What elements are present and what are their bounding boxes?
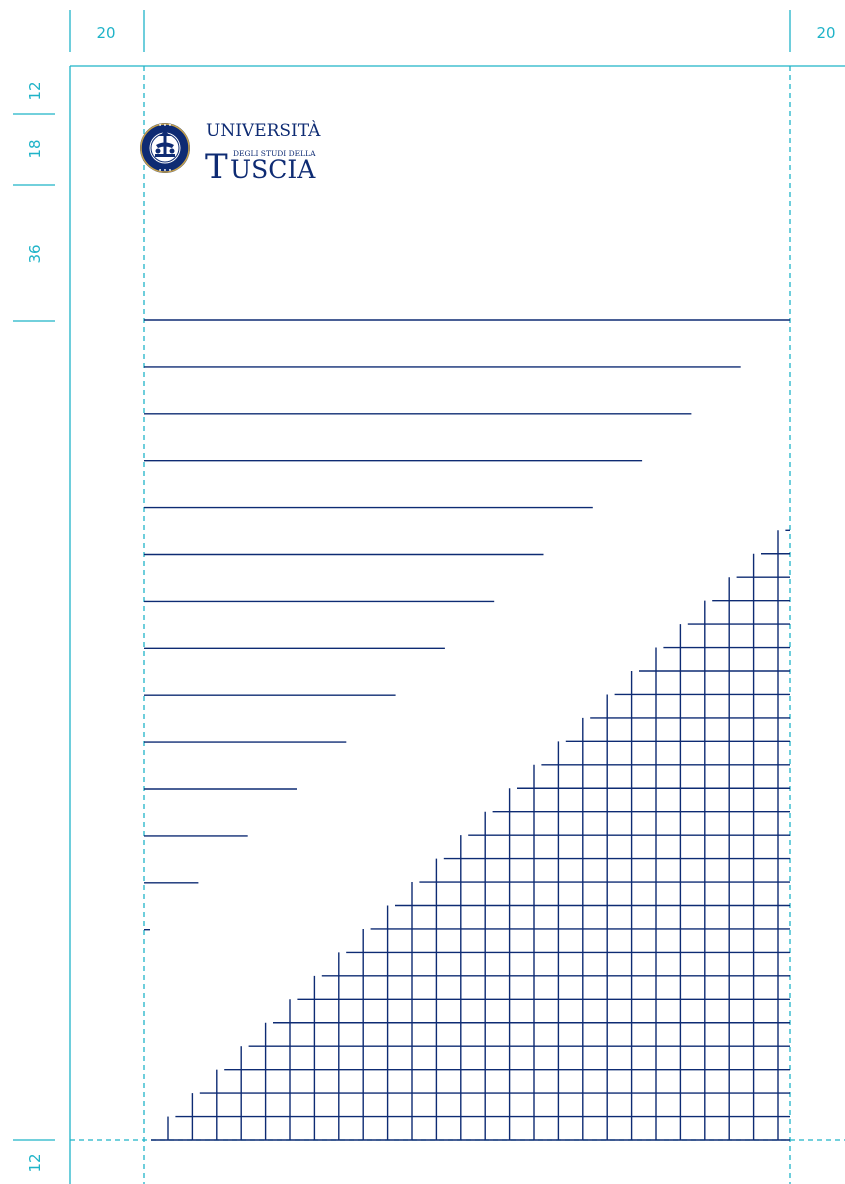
logo-initial-letter: T	[205, 147, 228, 187]
logo-tuscia-text: USCIA	[230, 155, 316, 184]
triangle-grid-pattern	[151, 529, 790, 1141]
svg-text:• • •: • • •	[158, 123, 171, 129]
margin-labels: 20 20 12 18 36 12	[26, 24, 836, 1173]
left-margin-label: 20	[96, 24, 115, 42]
logo-height-label: 18	[26, 139, 44, 158]
guide-lines	[13, 10, 845, 1184]
svg-text:• • •: • • •	[158, 168, 171, 174]
right-margin-label: 20	[816, 24, 835, 42]
stepped-lines-pattern	[144, 319, 790, 931]
top-margin-label: 12	[26, 81, 44, 100]
logo-university-text: UNIVERSITÀ	[206, 120, 321, 141]
university-seal-icon: • • • • • •	[140, 123, 190, 174]
university-logo: • • • • • • UNIVERSITÀ DEGLI STUDI DELLA…	[140, 120, 321, 187]
bottom-margin-label: 12	[26, 1153, 44, 1172]
logo-degli-studi-text: DEGLI STUDI DELLA	[233, 149, 316, 158]
spacing-label: 36	[26, 244, 44, 263]
